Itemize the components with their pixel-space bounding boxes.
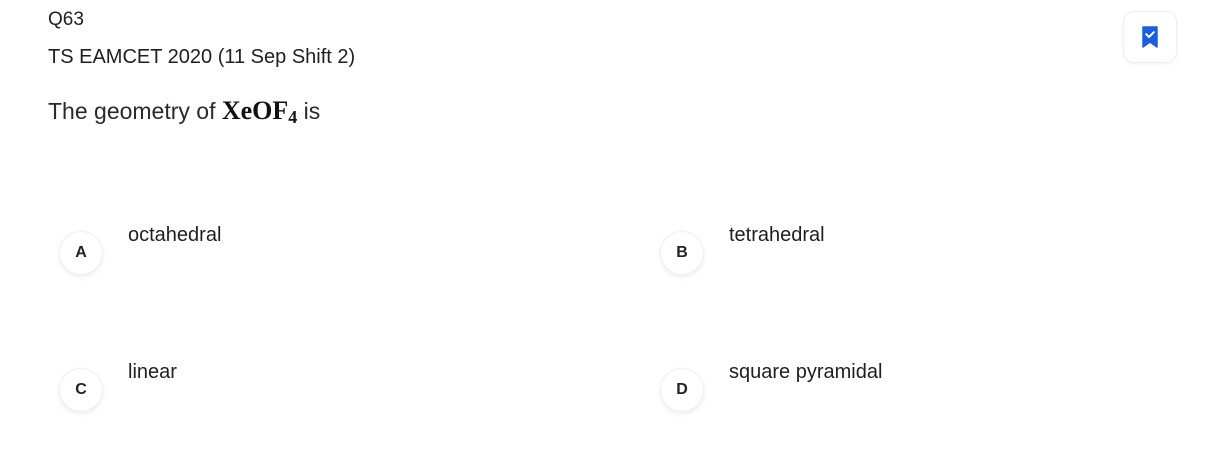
bookmark-check-icon [1142, 26, 1158, 48]
option-a-badge: A [60, 232, 102, 274]
option-a[interactable]: A octahedral [60, 224, 221, 274]
question-text-prefix: The geometry of [48, 98, 222, 124]
option-b-text: tetrahedral [729, 224, 825, 246]
option-d-text: square pyramidal [729, 361, 883, 383]
option-b-badge: B [661, 232, 703, 274]
option-c[interactable]: C linear [60, 361, 177, 411]
question-text: The geometry of XeOF4 is [48, 96, 320, 128]
exam-source: TS EAMCET 2020 (11 Sep Shift 2) [48, 46, 356, 68]
option-a-text: octahedral [128, 224, 222, 246]
question-text-suffix: is [297, 98, 321, 124]
formula-main: XeOF [221, 96, 289, 125]
option-d[interactable]: D square pyramidal [661, 361, 882, 411]
option-c-text: linear [128, 361, 177, 383]
chemical-formula: XeOF4 [221, 96, 298, 127]
question-number: Q63 [48, 9, 84, 30]
option-d-badge: D [661, 369, 703, 411]
option-b[interactable]: B tetrahedral [661, 224, 825, 274]
bookmark-button[interactable] [1124, 12, 1176, 62]
option-c-badge: C [60, 369, 102, 411]
formula-subscript: 4 [288, 107, 298, 127]
